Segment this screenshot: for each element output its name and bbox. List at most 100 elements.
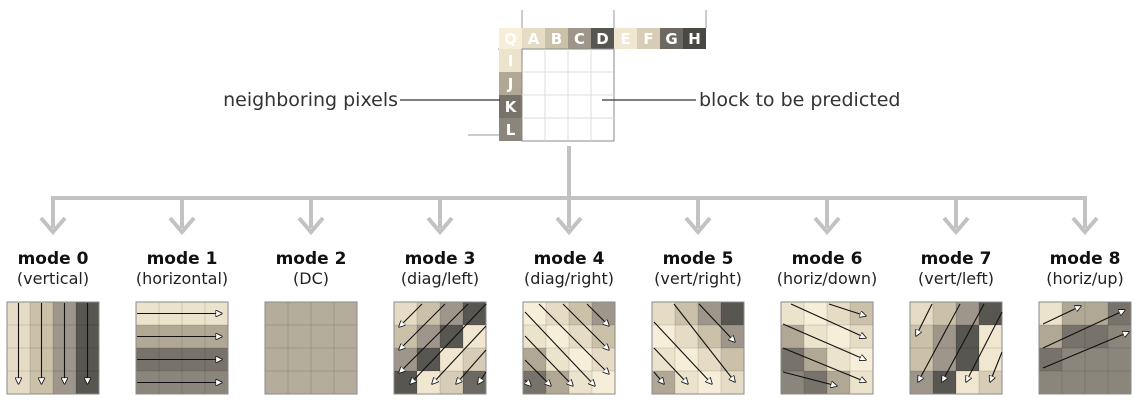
mode-block-cell <box>463 302 486 325</box>
mode-subtitle: (horiz/down) <box>777 269 877 288</box>
connector-arrow-5 <box>684 216 712 236</box>
mode-block-cell <box>781 302 804 325</box>
mode-2: mode 2(DC) <box>264 249 358 395</box>
mode-title: mode 6 <box>792 249 863 269</box>
mode-subtitle: (vert/left) <box>918 269 994 288</box>
prediction-arrow <box>828 303 866 316</box>
neighbor-pixel-j <box>499 72 522 95</box>
prediction-arrow <box>399 303 469 373</box>
mode-title: mode 4 <box>534 249 605 269</box>
mode-block-cell <box>721 371 744 394</box>
mode-block-cell <box>569 348 592 371</box>
neighbor-pixel-q <box>499 28 522 49</box>
mode-block-cell <box>827 325 850 348</box>
mode-block-cell <box>1085 348 1108 371</box>
mode-block-cell <box>440 371 463 394</box>
mode-block-border <box>264 301 358 395</box>
neighbor-pixel-k <box>499 95 522 118</box>
mode-block-cell <box>1039 348 1062 371</box>
connector-arrow-8 <box>1071 216 1099 236</box>
mode-block-cell <box>334 302 357 325</box>
mode-block-cell <box>652 325 675 348</box>
mode-arrows <box>524 303 609 386</box>
mode-block-cell <box>463 371 486 394</box>
prediction-arrow <box>918 303 961 382</box>
prediction-arrow <box>399 303 446 350</box>
mode-block-cell <box>850 371 873 394</box>
mode-subtitle: (horiz/up) <box>1046 269 1124 288</box>
neighbor-label-d: D <box>596 30 608 48</box>
mode-block-cell <box>675 348 698 371</box>
neighbor-label-h: H <box>688 30 701 48</box>
neighbor-pixel-a <box>522 28 545 49</box>
mode-block-cell <box>1062 371 1085 394</box>
mode-block-cell <box>804 348 827 371</box>
mode-block-border <box>522 301 616 395</box>
mode-block-cell <box>417 348 440 371</box>
mode-block-cell <box>850 348 873 371</box>
prediction-arrow <box>524 311 595 386</box>
mode-block-cell <box>463 348 486 371</box>
neighbor-label-i: I <box>508 52 514 70</box>
mode-block-cell <box>804 302 827 325</box>
mode-block-cell <box>569 325 592 348</box>
mode-block-cell <box>652 348 675 371</box>
prediction-arrow <box>673 303 735 382</box>
neighbor-pixel-d <box>591 28 614 49</box>
mode-block-cell <box>1085 325 1108 348</box>
mode-block-cell <box>265 348 288 371</box>
mode-block-cell <box>979 371 1002 394</box>
mode-block-cell <box>827 348 850 371</box>
mode-block-border <box>909 301 1003 395</box>
mode-block-cell <box>675 325 698 348</box>
mode-5: mode 5(vert/right) <box>651 249 745 395</box>
mode-subtitle: (horizontal) <box>136 269 228 288</box>
mode-7: mode 7(vert/left) <box>909 249 1003 395</box>
neighbor-label-g: G <box>665 30 677 48</box>
mode-block-cell <box>440 302 463 325</box>
mode-block-cell <box>1085 302 1108 325</box>
mode-arrows <box>137 314 222 383</box>
mode-block-cell <box>546 302 569 325</box>
prediction-arrow <box>653 321 712 384</box>
mode-0: mode 0(vertical) <box>6 249 100 395</box>
neighbor-pixel-c <box>568 28 591 49</box>
mode-block-cell <box>523 348 546 371</box>
prediction-arrow <box>410 303 487 384</box>
mode-title: mode 1 <box>147 249 218 269</box>
mode-arrows <box>399 303 487 384</box>
prediction-arrow <box>524 359 551 386</box>
prediction-arrow <box>1042 306 1081 325</box>
mode-block-cell <box>910 302 933 325</box>
mode-block-cell <box>265 325 288 348</box>
mode-title: mode 5 <box>663 249 734 269</box>
prediction-arrow <box>524 335 573 386</box>
mode-subtitle: (vert/right) <box>654 269 742 288</box>
mode-block-cell <box>394 302 417 325</box>
neighbor-pixel-h <box>683 28 706 49</box>
neighbor-label-j: J <box>507 75 514 93</box>
neighbor-pixel-b <box>545 28 568 49</box>
mode-block-border <box>651 301 745 395</box>
mode-6: mode 6(horiz/down) <box>777 249 877 395</box>
annotation-block-to-be-predicted: block to be predicted <box>699 89 901 111</box>
mode-block-cell <box>311 348 334 371</box>
mode-block-cell <box>804 371 827 394</box>
mode-block-cell <box>334 371 357 394</box>
prediction-arrow <box>782 371 837 386</box>
mode-block-cell <box>288 348 311 371</box>
neighbor-pixel-f <box>637 28 660 49</box>
mode-block-cell <box>721 325 744 348</box>
mode-block-cell <box>394 348 417 371</box>
mode-block-cell <box>1062 325 1085 348</box>
mode-block-border <box>780 301 874 395</box>
connector-arrow-7 <box>942 216 970 236</box>
connector-tree <box>39 146 1099 236</box>
annotations: neighboring pixels block to be predicted <box>223 89 900 111</box>
prediction-arrow <box>966 311 1003 382</box>
prediction-arrow <box>538 303 609 374</box>
mode-block-cell <box>417 302 440 325</box>
prediction-arrow <box>782 347 866 382</box>
